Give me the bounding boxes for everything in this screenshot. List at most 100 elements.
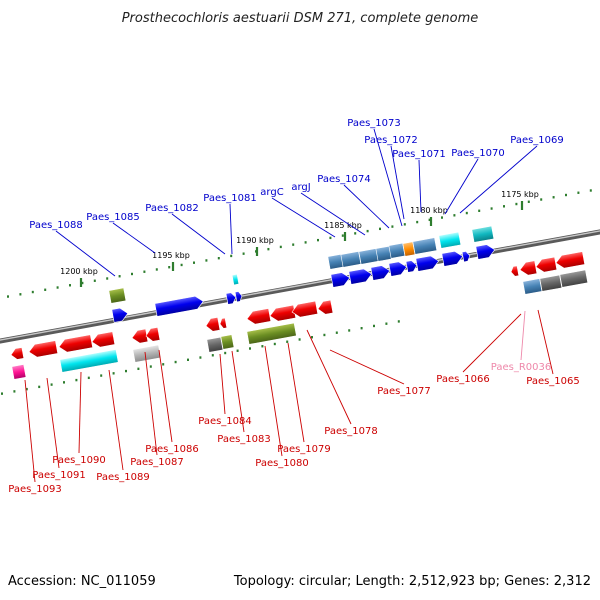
leader-line	[329, 349, 405, 385]
gene-arrow-14	[519, 260, 538, 276]
label-paes-1078: Paes_1078	[306, 329, 378, 437]
gene-arrow-12	[461, 251, 471, 263]
gene-paes-1078-arrow	[291, 300, 319, 318]
gene-box-right-1	[539, 274, 563, 292]
leader-line	[373, 128, 403, 227]
label-argj: argJ	[291, 182, 366, 236]
label-paes-1071: Paes_1071	[392, 149, 446, 213]
scale-tick-label: 1180 kbp	[410, 206, 448, 215]
gene-arrow-13	[475, 244, 496, 260]
gene-paes-1070	[438, 231, 462, 249]
scale-tick-1175-kbp: 1175 kbp	[501, 190, 539, 210]
gene-arrow-15	[535, 256, 558, 273]
label-paes-1089: Paes_1089	[96, 369, 150, 483]
gene-arrow-4	[234, 291, 243, 303]
label-paes-1088: Paes_1088	[29, 220, 116, 277]
label-paes-1086: Paes_1086	[145, 349, 199, 455]
gene-paes-1089-arrow	[91, 331, 116, 348]
leader-line	[459, 145, 538, 214]
accession-text: Accession: NC_011059	[8, 574, 156, 589]
gene-label: Paes_1090	[52, 455, 106, 466]
gene-label: Paes_1081	[203, 193, 257, 204]
gene-paes-1086-arrow	[145, 326, 161, 342]
gene-paes-1084-arrow	[205, 316, 221, 332]
label-paes-1066: Paes_1066	[436, 313, 522, 385]
label-paes-1087: Paes_1087	[130, 351, 184, 468]
label-paes-1091: Paes_1091	[32, 377, 86, 481]
gene-label: Paes_1078	[324, 426, 378, 437]
leader-line	[171, 213, 226, 255]
label-paes-r0036: Paes_R0036	[491, 310, 551, 373]
leader-line	[462, 313, 522, 373]
scale-tick-1195-kbp: 1195 kbp	[152, 251, 190, 271]
label-paes-1070: Paes_1070	[444, 148, 505, 215]
scale-tick-label: 1190 kbp	[236, 236, 274, 245]
gene-paes-1071	[412, 237, 438, 255]
leader-line	[112, 222, 156, 254]
leader-line	[390, 145, 405, 220]
leader-line	[229, 203, 233, 255]
leader-line	[287, 342, 305, 443]
gene-label: Paes_1088	[29, 220, 83, 231]
scale-tick-1200-kbp: 1200 kbp	[60, 267, 98, 287]
gene-argc-b	[340, 251, 362, 268]
gene-paes-1083-arrow	[219, 317, 228, 329]
gene-arrow-9	[405, 260, 418, 273]
gene-label: Paes_1071	[392, 149, 446, 160]
gene-label: argC	[260, 187, 283, 198]
gene-box-right-2	[559, 269, 589, 288]
gene-label: argJ	[291, 182, 310, 193]
gene-paes-1084	[206, 336, 224, 353]
label-paes-1080: Paes_1080	[255, 345, 309, 469]
gene-label: Paes_1066	[436, 374, 490, 385]
gene-paes-1065	[555, 251, 586, 269]
label-paes-1074: Paes_1074	[317, 174, 390, 229]
gene-label: Paes_1065	[526, 376, 580, 387]
leader-line	[520, 310, 526, 361]
leader-line	[537, 309, 554, 375]
gene-label: Paes_1091	[32, 470, 86, 481]
gene-arrow-8	[388, 261, 408, 277]
leader-line	[418, 159, 422, 213]
diagram-body	[0, 229, 600, 344]
gene-paes-1073	[388, 242, 406, 259]
gene-label: Paes_1085	[86, 212, 140, 223]
leader-line	[264, 345, 283, 457]
leader-line	[271, 197, 336, 238]
gene-label: Paes_1070	[451, 148, 505, 159]
chromosome-backbone	[0, 229, 600, 344]
gene-arrow-7	[370, 265, 391, 281]
gene-label: Paes_1079	[277, 444, 331, 455]
leader-line	[444, 158, 479, 215]
gene-label: Paes_1073	[347, 118, 401, 129]
label-paes-1072: Paes_1072	[364, 135, 418, 220]
scale-tick-label: 1200 kbp	[60, 267, 98, 276]
chromosome-backbone-highlight	[0, 230, 600, 341]
leader-line	[108, 369, 124, 471]
leader-line	[24, 379, 36, 483]
gene-argj	[358, 248, 380, 265]
leader-line	[144, 351, 158, 456]
scale-tick-label: 1175 kbp	[501, 190, 539, 199]
gene-paes-1081	[231, 273, 240, 286]
gene-label: Paes_1087	[130, 457, 184, 468]
gene-arrow-2	[154, 295, 204, 317]
label-paes-1085: Paes_1085	[86, 212, 156, 254]
label-paes-1069: Paes_1069	[459, 135, 564, 214]
label-paes-1083: Paes_1083	[217, 350, 271, 445]
feature-layer: 1200 kbp 1195 kbp 1190 kbp 1185 kbp 1180 kbp…	[1, 118, 592, 495]
label-paes-1073: Paes_1073	[347, 118, 403, 227]
label-paes-1081: Paes_1081	[203, 193, 257, 255]
leader-line	[306, 329, 352, 425]
gene-paes-1090	[59, 349, 119, 373]
scale-tick-1180-kbp: 1180 kbp	[410, 206, 448, 226]
gene-label: Paes_1069	[510, 135, 564, 146]
leader-line	[231, 350, 245, 433]
gene-paes-1093-arrow	[10, 347, 25, 360]
label-paes-1077: Paes_1077	[329, 349, 431, 397]
gene-label: Paes_1077	[377, 386, 431, 397]
gene-paes-1077-arrow	[317, 299, 334, 315]
label-paes-1090: Paes_1090	[52, 371, 106, 466]
leader-line	[158, 349, 173, 443]
